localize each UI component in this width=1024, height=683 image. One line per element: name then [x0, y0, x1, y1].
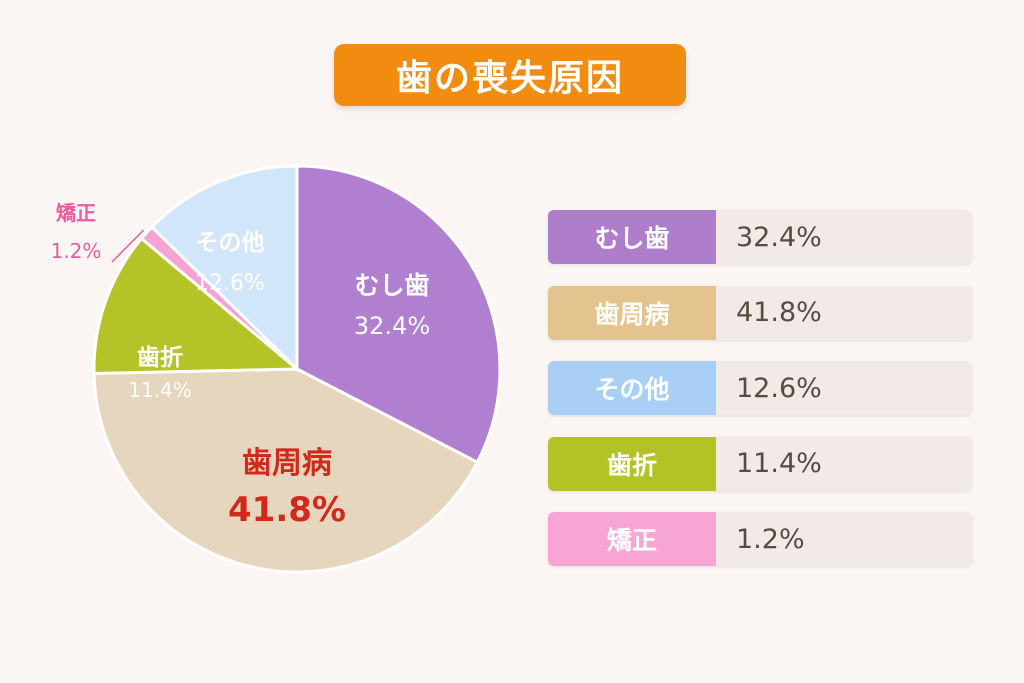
legend-value: 1.2% — [736, 523, 805, 555]
slice-value: 1.2% — [51, 239, 102, 263]
legend-label: 矯正 — [548, 512, 716, 566]
slice-value: 11.4% — [128, 378, 192, 402]
legend-row-orthodontic: 矯正 1.2% — [548, 512, 972, 566]
slice-label: 矯正 — [56, 201, 96, 225]
legend-value: 32.4% — [736, 221, 822, 253]
slice-periodontal — [92, 367, 480, 574]
slice-cavity — [295, 164, 502, 465]
legend-value: 11.4% — [736, 448, 822, 479]
slice-label: むし歯 — [354, 271, 429, 300]
slice-value: 12.6% — [195, 271, 265, 296]
legend-label: 歯折 — [548, 436, 716, 491]
legend-row-fracture: 歯折 11.4% — [548, 436, 972, 491]
legend-value: 41.8% — [736, 297, 822, 328]
slice-label: 歯周病 — [242, 446, 332, 481]
slice-label: 歯折 — [137, 345, 183, 371]
leader-line — [111, 229, 145, 263]
slice-other — [149, 164, 299, 373]
legend-row-cavity: むし歯 32.4% — [548, 210, 972, 264]
legend-label: 歯周病 — [548, 285, 716, 340]
slice-value: 41.8% — [228, 490, 346, 530]
legend-row-other: その他 12.6% — [548, 361, 972, 415]
legend-row-periodontal: 歯周病 41.8% — [548, 285, 972, 340]
legend-value: 12.6% — [736, 372, 822, 404]
slice-value: 32.4% — [354, 312, 430, 340]
slice-fracture — [92, 236, 302, 376]
slice-label: その他 — [196, 230, 265, 256]
legend-label: その他 — [548, 361, 716, 415]
legend-label: むし歯 — [548, 210, 716, 264]
legend: むし歯 32.4% 歯周病 41.8% その他 12.6% 歯折 11.4% 矯… — [548, 210, 972, 588]
chart-title: 歯の喪失原因 — [334, 44, 686, 106]
